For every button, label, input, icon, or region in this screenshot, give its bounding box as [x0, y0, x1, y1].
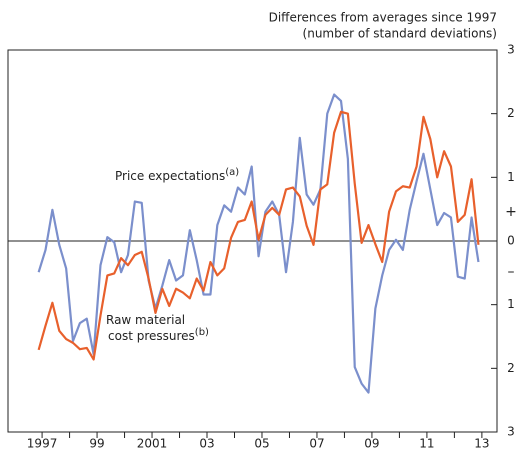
annotation-text: Raw material [106, 313, 185, 327]
x-tick-label: 99 [89, 437, 104, 451]
annotation-note: (a) [225, 167, 239, 178]
x-tick-label: 1997 [27, 437, 58, 451]
x-tick-label: 11 [419, 437, 434, 451]
subtitle: (number of standard deviations) [303, 27, 497, 41]
subtitle: Differences from averages since 1997 [269, 11, 497, 25]
annotation-note: (b) [195, 327, 209, 338]
annotation: Raw material [106, 313, 185, 327]
y-tick-label: 0 [507, 234, 515, 248]
annotation: cost pressures(b) [108, 327, 209, 343]
x-tick-label: 09 [364, 437, 379, 451]
annotation-text: cost pressures [108, 329, 195, 343]
y-tick-label: 2 [507, 361, 515, 375]
series-line [37, 110, 480, 361]
x-tick-label: 2001 [137, 437, 168, 451]
y-tick-label: 1 [507, 170, 515, 184]
x-tick-label: 13 [474, 437, 489, 451]
series-line [37, 93, 480, 394]
x-tick-label: 07 [309, 437, 324, 451]
y-tick-label: 3 [507, 425, 515, 439]
x-tick-label: 05 [254, 437, 269, 451]
annotation-text: Price expectations [115, 169, 225, 183]
y-tick-label: 3 [507, 43, 515, 57]
annotation: Price expectations(a) [115, 167, 239, 183]
sign-label: + [505, 204, 517, 220]
y-tick-label: 2 [507, 106, 515, 120]
y-tick-label: 1 [507, 297, 515, 311]
x-tick-label: 03 [199, 437, 214, 451]
sign-label: – [508, 264, 515, 280]
